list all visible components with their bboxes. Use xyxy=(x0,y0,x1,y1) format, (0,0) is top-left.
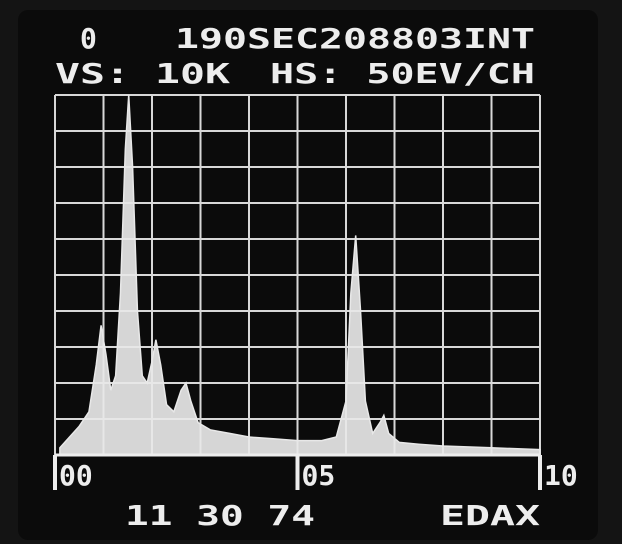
horizontal-scale: HS: 50EV/CH xyxy=(270,57,535,90)
screen: 0 190SEC208803INT VS: 10K HS: 50EV/CH 11… xyxy=(0,0,622,544)
x-tick-label: 10 xyxy=(544,459,578,492)
x-tick-label: 05 xyxy=(302,459,336,492)
time-label: 11 30 74 xyxy=(125,499,315,532)
x-tick-label: 00 xyxy=(59,459,93,492)
vertical-scale: VS: 10K xyxy=(55,57,230,90)
channel-label: 0 xyxy=(80,22,97,55)
brand-label: EDAX xyxy=(440,499,540,532)
run-label: 190SEC208803INT xyxy=(175,22,535,55)
